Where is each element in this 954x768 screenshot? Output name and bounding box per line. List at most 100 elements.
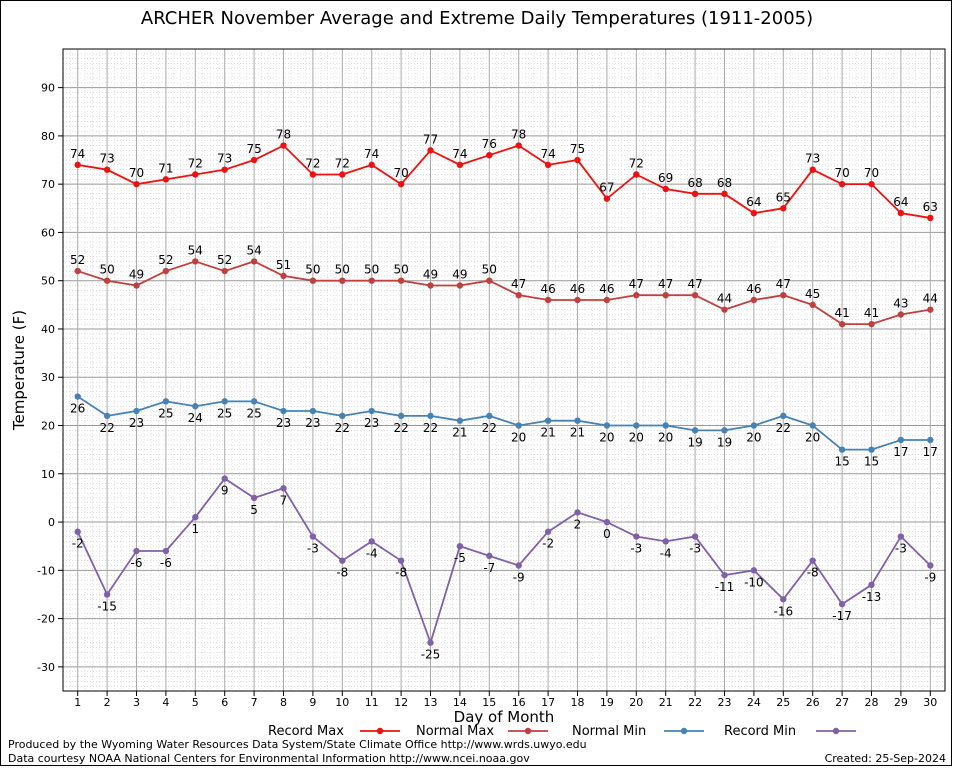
record-max-data-label: 69 (658, 171, 673, 185)
normal-min-line (77, 395, 931, 451)
record-min-data-label: -16 (773, 604, 793, 618)
y-tick-label: -20 (37, 613, 55, 626)
record-max-data-label: 64 (746, 195, 761, 209)
normal-max-point (456, 282, 464, 289)
record-min-point (544, 528, 552, 535)
x-tick-label: 20 (629, 696, 643, 709)
y-tick-label: 90 (41, 82, 55, 95)
normal-min-data-label: 23 (276, 416, 291, 430)
record-max-point (750, 209, 758, 217)
normal-max-point (397, 277, 405, 284)
record-min-point (574, 509, 581, 516)
normal-max-point (868, 320, 875, 328)
record-min-data-label: -8 (395, 566, 407, 580)
normal-max-data-label: 50 (99, 263, 114, 277)
record-min-point (633, 533, 640, 540)
legend-marker-record-max (376, 727, 384, 735)
normal-min-point (192, 403, 199, 410)
normal-max-data-label: 46 (540, 282, 555, 296)
grid (63, 48, 945, 692)
normal-max-point (192, 258, 199, 265)
record-max-data-label: 64 (893, 195, 908, 209)
normal-max-data-label: 43 (893, 296, 908, 310)
record-min-point (250, 494, 258, 502)
normal-min-data-label: 20 (746, 431, 761, 445)
normal-max-point (515, 291, 522, 299)
x-tick-label: 21 (659, 696, 673, 709)
record-min-point (162, 547, 170, 555)
normal-min-point (309, 407, 317, 415)
series-group (74, 142, 934, 646)
normal-min-data-label: 21 (540, 426, 555, 440)
record-max-data-label: 74 (452, 147, 467, 161)
normal-min-data-label: 22 (776, 421, 791, 435)
normal-max-data-label: 46 (570, 282, 585, 296)
record-min-point (691, 533, 699, 540)
record-max-point (897, 209, 905, 217)
record-min-data-label: -9 (513, 570, 525, 584)
x-tick-label: 26 (806, 696, 820, 709)
record-min-data-label: -3 (307, 542, 319, 556)
normal-min-data-label: 26 (70, 402, 85, 416)
normal-min-data-label: 20 (511, 431, 526, 445)
legend-label-normal-min: Normal Min (572, 724, 646, 739)
normal-max-point (927, 306, 934, 313)
record-min-data-label: 1 (191, 522, 199, 536)
record-max-data-label: 73 (217, 152, 232, 166)
record-max-data-label: 72 (335, 157, 350, 171)
x-tick-label: 5 (192, 696, 199, 709)
normal-max-data-label: 49 (423, 268, 438, 282)
normal-min-point (74, 393, 81, 400)
normal-max-point (162, 267, 170, 275)
x-tick-label: 19 (600, 696, 614, 709)
record-max-point (574, 156, 581, 164)
record-max-data-label: 78 (511, 128, 526, 142)
record-min-point (897, 533, 905, 540)
normal-min-point (339, 412, 346, 420)
record-max-line (77, 144, 931, 219)
normal-max-data-label: 41 (834, 306, 849, 320)
normal-min-data-label: 15 (864, 455, 879, 469)
normal-max-point (603, 296, 611, 304)
x-tick-label: 10 (335, 696, 349, 709)
normal-max-data-label: 47 (776, 277, 791, 291)
normal-min-point (927, 436, 934, 444)
y-tick-label: 10 (41, 468, 55, 481)
normal-min-point (750, 422, 758, 429)
record-max-point (221, 166, 228, 173)
normal-max-point (838, 320, 846, 328)
normal-max-data-label: 50 (364, 263, 379, 277)
legend-marker-normal-min (680, 727, 688, 735)
normal-min-point (397, 412, 405, 420)
credit-line-2: Data courtesy NOAA National Centers for … (8, 752, 530, 765)
normal-min-data-label: 24 (188, 411, 203, 425)
normal-max-point (691, 291, 699, 299)
y-tick-label: 20 (41, 420, 55, 433)
chart-title: ARCHER November Average and Extreme Dail… (140, 8, 814, 29)
normal-min-data-label: 22 (423, 421, 438, 435)
record-max-point (456, 161, 464, 169)
record-min-point (339, 557, 346, 564)
record-min-point (397, 557, 405, 564)
record-min-point (368, 538, 375, 545)
plot-area (62, 48, 946, 692)
normal-min-point (809, 422, 816, 429)
x-tick-label: 16 (512, 696, 526, 709)
y-tick-label: 50 (41, 275, 55, 288)
normal-max-point (750, 296, 758, 304)
legend-marker-record-min (832, 727, 840, 735)
record-max-data-label: 72 (629, 157, 644, 171)
record-max-point (868, 180, 875, 188)
normal-max-point (103, 277, 111, 284)
record-max-point (633, 171, 640, 178)
normal-max-point (721, 306, 728, 313)
normal-max-point (574, 296, 581, 304)
record-max-data-label: 76 (482, 137, 497, 151)
normal-max-point (280, 272, 287, 280)
normal-max-point (133, 282, 140, 289)
x-tick-label: 2 (104, 696, 111, 709)
normal-min-point (486, 412, 493, 420)
record-max-data-label: 74 (364, 147, 379, 161)
record-min-data-label: -3 (689, 542, 701, 556)
